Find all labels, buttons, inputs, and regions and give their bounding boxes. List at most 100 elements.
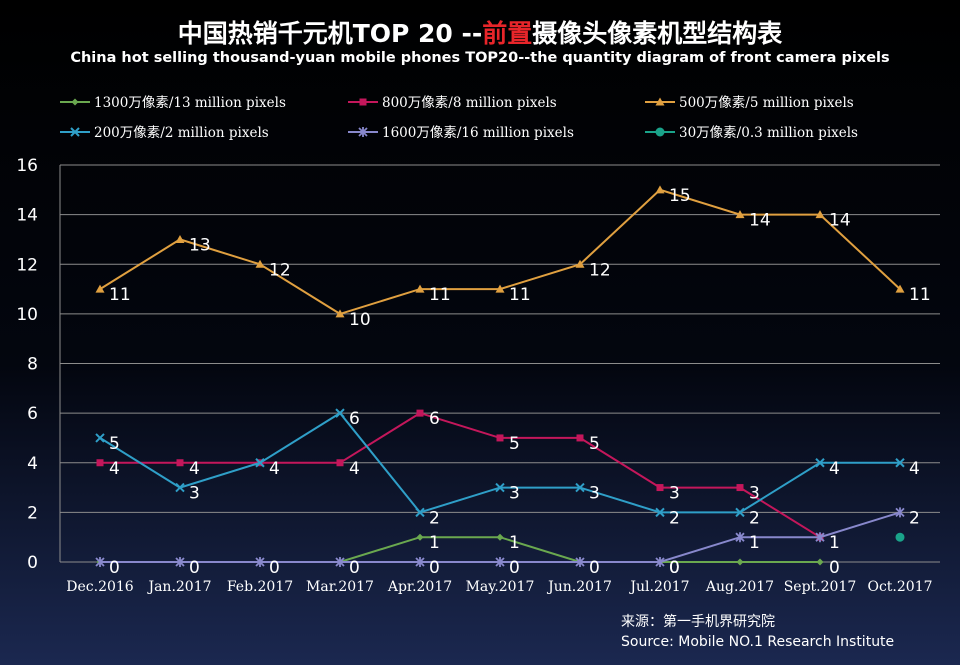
- x-tick-label: Apr.2017: [387, 579, 452, 595]
- title-prefix: 中国热销千元机TOP 20 --: [177, 19, 483, 48]
- series-line: [100, 412, 821, 539]
- data-point: [335, 309, 345, 318]
- data-point: [255, 259, 265, 268]
- data-label: 0: [509, 558, 520, 578]
- data-point: [255, 458, 265, 468]
- data-point: [575, 482, 585, 493]
- y-tick-label: 14: [16, 206, 38, 226]
- data-label: 3: [589, 484, 600, 504]
- data-label: 3: [509, 484, 520, 504]
- data-point: [575, 557, 585, 567]
- y-tick-label: 4: [27, 454, 38, 474]
- data-label: 2: [429, 508, 440, 528]
- data-point: [175, 234, 185, 243]
- data-label: 5: [509, 434, 520, 454]
- data-label: 12: [589, 260, 611, 280]
- title-suffix: 摄像头像素机型结构表: [532, 19, 783, 48]
- data-point: [815, 532, 825, 543]
- x-tick-label: Jul.2017: [628, 579, 689, 595]
- series-line: [99, 188, 901, 315]
- y-tick-label: 2: [27, 503, 38, 523]
- data-point: [736, 558, 744, 566]
- chart-title: 中国热销千元机TOP 20 --前置摄像头像素机型结构表: [0, 14, 960, 50]
- data-label: 11: [109, 285, 131, 305]
- data-label: 0: [269, 558, 280, 578]
- data-point: [335, 408, 345, 418]
- data-label: 5: [589, 434, 600, 454]
- x-tick-label: Feb.2017: [227, 579, 293, 595]
- data-label: 11: [509, 285, 531, 305]
- data-point: [175, 557, 185, 567]
- data-point: [656, 484, 664, 492]
- data-label: 4: [909, 459, 920, 479]
- source-line-en: Source: Mobile NO.1 Research Institute: [621, 634, 895, 650]
- legend-marker: [359, 98, 367, 106]
- legend-label: 200万像素/2 million pixels: [94, 125, 269, 141]
- data-point: [416, 409, 424, 417]
- y-tick-label: 6: [27, 404, 38, 424]
- data-label: 15: [669, 186, 691, 206]
- data-label: 14: [749, 211, 771, 231]
- y-tick-label: 8: [27, 355, 38, 375]
- data-point: [735, 532, 745, 543]
- data-label: 4: [829, 459, 840, 479]
- chart-subtitle: China hot selling thousand-yuan mobile p…: [70, 50, 890, 66]
- x-tick-label: Sept.2017: [784, 579, 857, 595]
- legend-label: 30万像素/0.3 million pixels: [679, 125, 858, 141]
- legend-marker: [655, 97, 665, 106]
- x-tick-label: Aug.2017: [705, 579, 774, 595]
- x-tick-label: Mar.2017: [306, 579, 374, 595]
- data-label: 4: [109, 459, 120, 479]
- data-label: 3: [669, 484, 680, 504]
- data-point: [255, 557, 265, 567]
- data-label: 1: [509, 533, 520, 553]
- series-line: [100, 536, 820, 563]
- title-highlight: 前置: [482, 19, 533, 48]
- x-tick-label: May.2017: [466, 579, 535, 595]
- data-point: [416, 533, 424, 541]
- data-point: [576, 434, 584, 442]
- x-tick-label: Dec.2016: [66, 579, 134, 595]
- data-point: [735, 507, 745, 518]
- data-label: 6: [349, 409, 360, 429]
- source-note: 来源：第一手机界研究院 Source: Mobile NO.1 Research…: [621, 612, 894, 652]
- data-point: [655, 185, 665, 194]
- data-point: [495, 557, 505, 567]
- data-label: 10: [349, 310, 371, 330]
- data-point: [495, 284, 505, 293]
- data-label: 4: [189, 459, 200, 479]
- data-point: [415, 507, 425, 518]
- y-tick-label: 10: [16, 305, 38, 325]
- data-point: [815, 458, 825, 468]
- legend-label: 500万像素/5 million pixels: [679, 95, 854, 111]
- data-point: [336, 459, 344, 467]
- legend-marker: [70, 127, 80, 137]
- data-label: 4: [349, 459, 360, 479]
- source-line-cn: 来源：第一手机界研究院: [621, 614, 775, 630]
- legend-marker: [655, 127, 665, 137]
- data-point: [496, 533, 504, 541]
- y-tick-label: 16: [16, 156, 38, 176]
- data-point: [95, 284, 105, 293]
- data-label: 12: [269, 260, 291, 280]
- legend-marker: [71, 98, 79, 106]
- data-label: 11: [429, 285, 451, 305]
- y-tick-label: 12: [16, 255, 38, 275]
- data-point: [176, 459, 184, 467]
- data-point: [95, 557, 105, 567]
- data-label: 1: [829, 533, 840, 553]
- data-point: [816, 558, 824, 566]
- data-point: [496, 434, 504, 442]
- data-label: 0: [589, 558, 600, 578]
- legend-label: 1300万像素/13 million pixels: [94, 95, 286, 111]
- legend-label: 800万像素/8 million pixels: [382, 95, 557, 111]
- data-label: 0: [429, 558, 440, 578]
- data-point: [895, 284, 905, 293]
- data-point: [495, 482, 505, 493]
- data-point: [895, 532, 905, 542]
- data-label: 0: [669, 558, 680, 578]
- data-label: 14: [829, 211, 851, 231]
- data-label: 6: [429, 409, 440, 429]
- legend-marker: [358, 127, 368, 137]
